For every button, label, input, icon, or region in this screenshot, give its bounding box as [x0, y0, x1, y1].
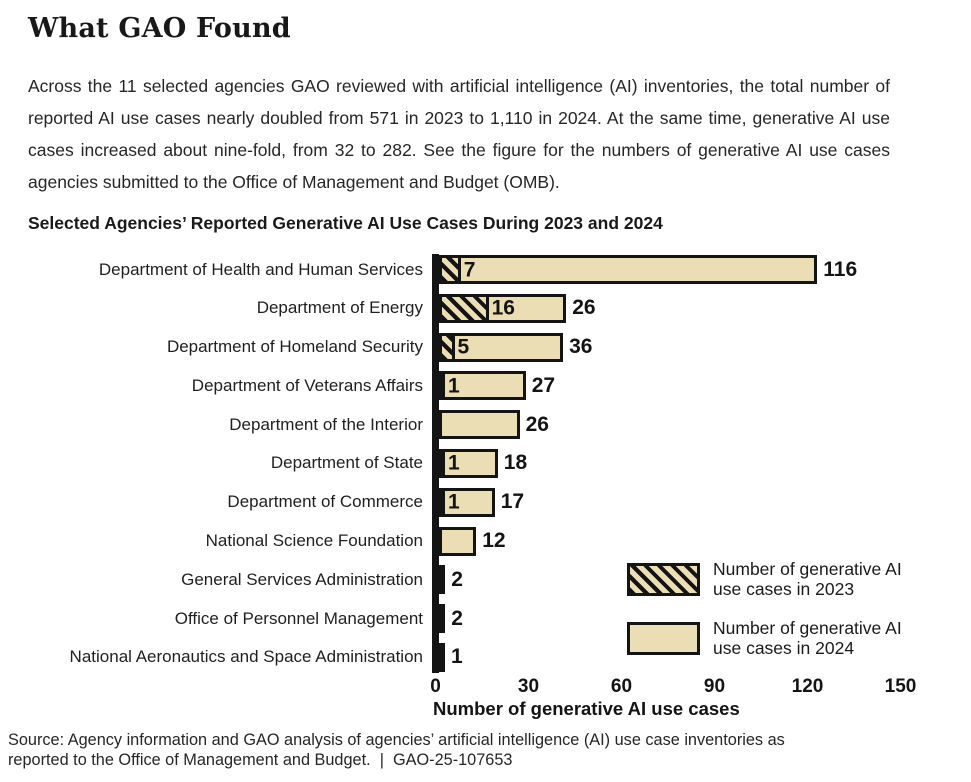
- bar-segment-2024: 16: [485, 293, 567, 323]
- legend-swatch-2024-solid: [627, 621, 700, 655]
- x-tick-label: 120: [791, 676, 824, 697]
- bar-group: 1 17: [439, 487, 525, 517]
- x-tick-label: 150: [884, 676, 917, 697]
- legend-item-2024: Number of generative AI use cases in 202…: [627, 618, 933, 658]
- x-tick-label: 30: [517, 676, 540, 697]
- summary-paragraph: Across the 11 selected agencies GAO revi…: [28, 76, 890, 192]
- chart-row: Office of Personnel Management 2: [0, 604, 971, 634]
- chart-row: Department of Health and Human Services 7…: [0, 255, 971, 284]
- chart-row: Department of Commerce 1 17: [0, 487, 971, 517]
- bar-segment-2024: 1: [442, 448, 498, 478]
- source-line-1: Source: Agency information and GAO analy…: [8, 731, 785, 749]
- bar-value-2024: 26: [525, 412, 549, 436]
- bar-group: 2: [439, 604, 463, 634]
- x-axis-title: Number of generative AI use cases: [433, 698, 740, 719]
- x-tick-label: 60: [610, 676, 633, 697]
- bar-value-2023: 16: [491, 296, 515, 320]
- bar-group: 2: [439, 565, 463, 595]
- agency-label: Department of Energy: [256, 298, 423, 318]
- figure-title: Selected Agencies’ Reported Generative A…: [28, 213, 663, 233]
- bar-segment-2024: [439, 410, 520, 440]
- bar-value-2024: 116: [823, 257, 858, 281]
- bar-value-2023: 7: [463, 258, 476, 281]
- chart-legend: Number of generative AI use cases in 202…: [627, 559, 933, 658]
- x-tick-label: 0: [430, 676, 441, 697]
- y-axis-line: [432, 254, 439, 673]
- bar-value-2024: 2: [451, 567, 463, 591]
- bar-segment-2024: [439, 526, 477, 556]
- bar-segment-2023: [439, 293, 489, 323]
- bar-value-2024: 26: [572, 296, 596, 320]
- agency-label: Department of Homeland Security: [166, 337, 423, 357]
- bar-value-2024: 17: [500, 490, 525, 514]
- bar-group: 5 36: [439, 332, 593, 362]
- bar-group: 12: [439, 526, 506, 556]
- legend-swatch-2023-hatched: [627, 562, 700, 596]
- bar-segment-2024: 7: [457, 255, 818, 284]
- agency-label: Department of Veterans Affairs: [191, 375, 423, 395]
- bar-value-2024: 2: [451, 606, 463, 630]
- agency-label: Department of the Interior: [229, 414, 423, 434]
- chart-row: Department of Energy 16 26: [0, 293, 971, 323]
- agency-label: Department of State: [270, 453, 423, 473]
- chart-row: Department of the Interior 26: [0, 410, 971, 440]
- x-tick-label: 90: [703, 676, 726, 697]
- chart-row: Department of Veterans Affairs 1 27: [0, 371, 971, 401]
- chart-row: General Services Administration 2: [0, 565, 971, 595]
- bar-segment-2024: 5: [451, 332, 564, 362]
- bar-value-2024: 27: [531, 373, 556, 397]
- bar-group: 26: [439, 410, 549, 440]
- agency-label: Department of Health and Human Services: [98, 259, 423, 279]
- bar-value-2023: 1: [448, 374, 460, 398]
- chart-rows: Department of Health and Human Services 7…: [0, 255, 971, 672]
- chart-row: Department of State 1 18: [0, 448, 971, 478]
- source-note: Source: Agency information and GAO analy…: [8, 730, 971, 770]
- bar-segment-2024: 1: [442, 487, 495, 517]
- agency-label: General Services Administration: [181, 569, 423, 589]
- bar-value-2023: 1: [448, 451, 460, 475]
- agency-label: Office of Personnel Management: [174, 608, 423, 628]
- bar-value-2024: 12: [482, 529, 506, 553]
- bar-group: 1 27: [439, 371, 556, 401]
- bar-group: 1 18: [439, 448, 528, 478]
- bar-value-2024: 36: [569, 335, 593, 359]
- chart-row: National Aeronautics and Space Administr…: [0, 642, 971, 672]
- bar-segment-2024: [439, 565, 446, 595]
- chart-row: National Science Foundation 12: [0, 526, 971, 556]
- bar-chart: Department of Health and Human Services 7…: [0, 254, 971, 673]
- legend-label-2023: Number of generative AI use cases in 202…: [713, 559, 902, 599]
- legend-item-2023: Number of generative AI use cases in 202…: [627, 559, 933, 599]
- agency-label: Department of Commerce: [227, 492, 423, 512]
- bar-segment-2024: [439, 604, 446, 634]
- bar-value-2023: 1: [448, 490, 460, 514]
- bar-group: 1: [439, 642, 463, 672]
- page-title: What GAO Found: [28, 13, 291, 44]
- chart-row: Department of Homeland Security 5 36: [0, 332, 971, 362]
- bar-segment-2024: 1: [442, 371, 526, 401]
- source-line-2: reported to the Office of Management and…: [8, 751, 513, 769]
- bar-value-2023: 1: [451, 645, 463, 669]
- agency-label: National Aeronautics and Space Administr…: [69, 647, 423, 667]
- agency-label: National Science Foundation: [205, 531, 423, 551]
- bar-group: 7 116: [439, 255, 857, 284]
- bar-value-2023: 5: [457, 335, 470, 359]
- bar-value-2024: 18: [503, 451, 528, 475]
- bar-group: 16 26: [439, 293, 596, 323]
- x-axis: 0 30 60 90 120 150: [430, 672, 971, 698]
- bar-segment-2023: [439, 642, 445, 672]
- legend-label-2024: Number of generative AI use cases in 202…: [713, 618, 902, 658]
